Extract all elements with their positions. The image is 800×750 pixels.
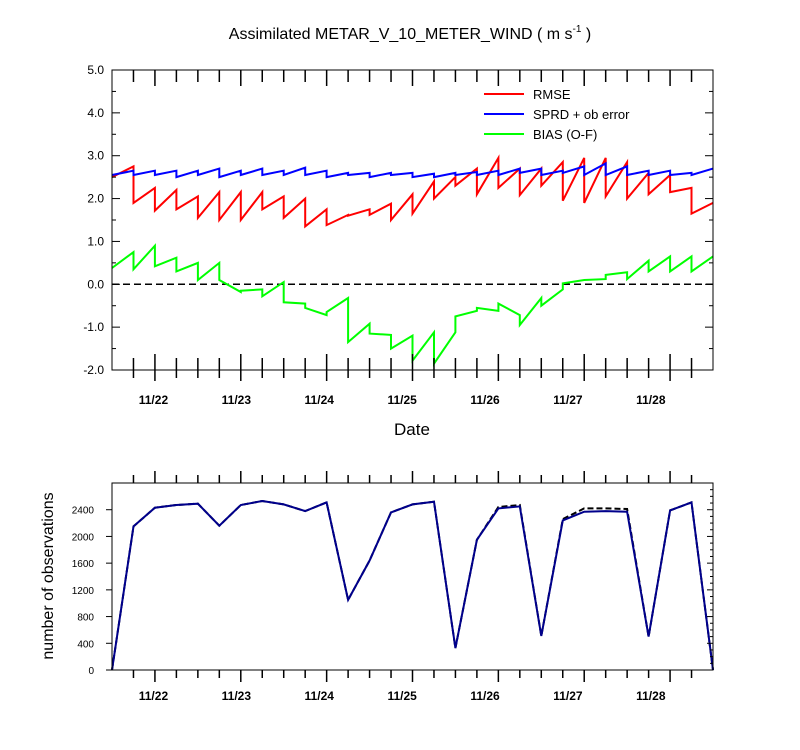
bottom-series-group	[111, 499, 714, 671]
y-tick-label: 1200	[72, 586, 95, 597]
legend-label-2: SPRD + ob error	[533, 107, 630, 122]
x-axis-label: Date	[394, 420, 430, 439]
top-series-group	[111, 154, 714, 367]
x-tick-label: 11/28	[636, 689, 666, 703]
x-tick-label: 11/24	[305, 393, 335, 407]
top-x-axis: 11/22 11/23 11/24 11/25 11/26 11/27 11/28	[132, 70, 693, 407]
y-tick-label: 5.0	[87, 63, 104, 77]
y-tick-label: 800	[77, 613, 94, 624]
x-tick-label: 11/27	[553, 689, 583, 703]
y-tick-label: 1.0	[87, 234, 104, 248]
bottom-y-axis: 0 400 800 1200 1600 2000 2400	[72, 489, 713, 677]
obs-line-1	[111, 499, 714, 671]
y-tick-label: -2.0	[83, 363, 104, 377]
y-tick-label: 0	[88, 666, 94, 677]
x-tick-label: 11/28	[636, 393, 666, 407]
obs-line-2	[111, 499, 714, 671]
legend-label-3: BIAS (O-F)	[533, 127, 597, 142]
y-tick-label: 2000	[72, 532, 95, 543]
legend: RMSE SPRD + ob error BIAS (O-F)	[484, 87, 630, 142]
legend-label-1: RMSE	[533, 87, 571, 102]
y-tick-label: 2.0	[87, 192, 104, 206]
y-tick-label: 4.0	[87, 106, 104, 120]
y-tick-label: 3.0	[87, 149, 104, 163]
x-tick-label: 11/23	[222, 689, 252, 703]
y-tick-label: 0.0	[87, 277, 104, 291]
y-tick-label: 2400	[72, 506, 95, 517]
series-line-3	[111, 243, 714, 367]
x-tick-label: 11/24	[305, 689, 335, 703]
y-tick-label: 400	[77, 639, 94, 650]
x-tick-label: 11/27	[553, 393, 583, 407]
x-tick-label: 11/26	[470, 689, 500, 703]
y-tick-label: -1.0	[83, 320, 104, 334]
x-tick-label: 11/25	[387, 689, 417, 703]
top-y-axis: -2.0 -1.0 0.0 1.0 2.0 3.0 4.0 5.0	[83, 63, 713, 377]
x-tick-label: 11/22	[139, 689, 169, 703]
x-tick-label: 11/25	[387, 393, 417, 407]
x-tick-label: 11/22	[139, 393, 169, 407]
series-line-2	[111, 161, 714, 179]
x-tick-label: 11/26	[470, 393, 500, 407]
top-chart: Assimilated METAR_V_10_METER_WIND ( m s-…	[83, 24, 714, 439]
bottom-x-axis: 11/22 11/23 11/24 11/25 11/26 11/27 11/28	[132, 471, 693, 703]
series-line-1	[111, 154, 714, 229]
x-tick-label: 11/23	[222, 393, 252, 407]
y-axis-label: number of observations	[40, 492, 57, 659]
y-tick-label: 1600	[72, 559, 95, 570]
chart-title: Assimilated METAR_V_10_METER_WIND ( m s-…	[229, 24, 591, 43]
